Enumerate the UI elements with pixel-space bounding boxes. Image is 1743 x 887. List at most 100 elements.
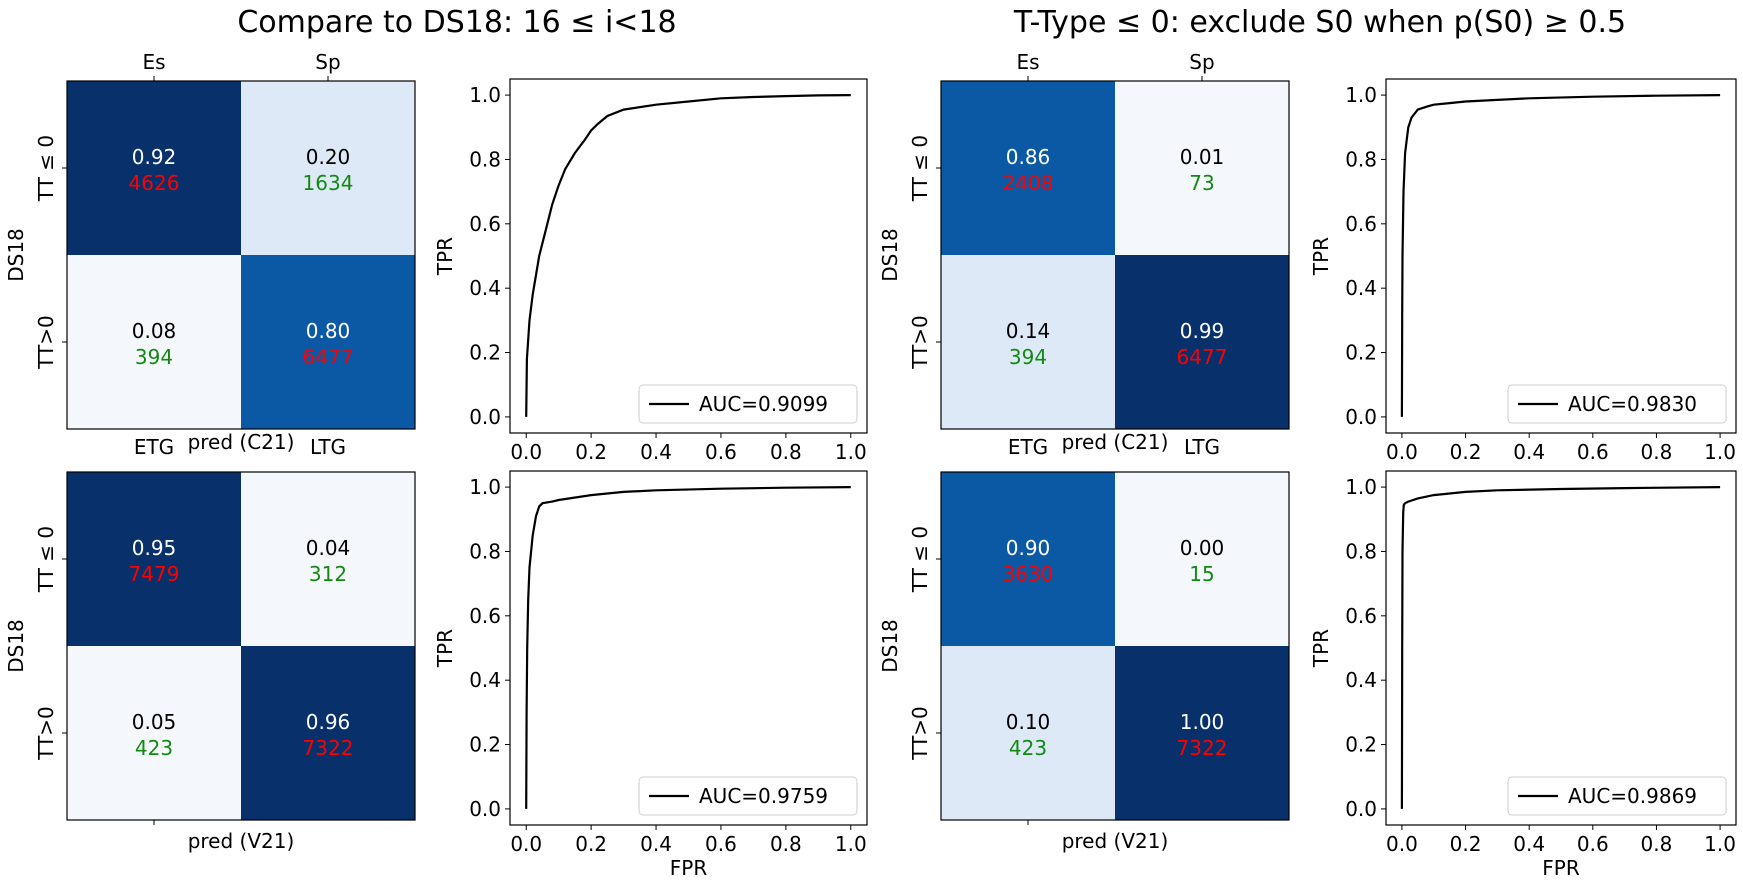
roc-top-left-xtick-label-0: 0.0 — [510, 440, 542, 464]
confusion-bottom-right-cell-0-1-fraction: 0.00 — [1180, 536, 1225, 560]
roc-top-right-ytick-label-4: 0.8 — [1345, 147, 1377, 171]
roc-bottom-left-frame — [509, 470, 868, 826]
roc-top-right-legend-label: AUC=0.9830 — [1568, 392, 1697, 416]
confusion-bottom-right-cell-1-0-count: 423 — [1009, 736, 1047, 760]
confusion-bottom-left-cell-1-0 — [67, 646, 241, 820]
roc-bottom-right-xlabel: FPR — [1542, 856, 1580, 880]
confusion-top-left-cell-1-0-fraction: 0.08 — [132, 319, 177, 343]
roc-bottom-right-frame — [1385, 470, 1737, 826]
roc-top-left-xtick-label-3: 0.6 — [705, 440, 737, 464]
confusion-top-right-cell-1-0-count: 394 — [1009, 345, 1047, 369]
confusion-top-left-cell-1-1 — [241, 255, 415, 429]
confusion-bottom-left-ylabel: DS18 — [4, 619, 28, 673]
roc-bottom-right-xtick-label-4: 0.8 — [1641, 832, 1673, 856]
roc-bottom-left-xtick-label-5: 1.0 — [835, 832, 867, 856]
confusion-top-left-cell-0-1 — [241, 81, 415, 255]
roc-bottom-left-xtick-label-0: 0.0 — [510, 832, 542, 856]
roc-bottom-right-ylabel: TPR — [1309, 629, 1333, 668]
roc-top-left-xtick-label-2: 0.4 — [640, 440, 672, 464]
confusion-bottom-right-cell-1-1-count: 7322 — [1177, 736, 1228, 760]
roc-top-left-ytick-label-1: 0.2 — [469, 341, 501, 365]
roc-top-right-xtick-label-3: 0.6 — [1577, 440, 1609, 464]
confusion-top-right-frame — [940, 80, 1290, 430]
confusion-top-left-cell-0-0 — [67, 81, 241, 255]
roc-top-right-xtick-label-2: 0.4 — [1513, 440, 1545, 464]
confusion-bottom-left-cell-1-1-fraction: 0.96 — [306, 710, 351, 734]
roc-top-left-xtick-label-5: 1.0 — [835, 440, 867, 464]
confusion-bottom-left-cell-0-0-fraction: 0.95 — [132, 536, 177, 560]
confusion-top-left-cell-1-0-count: 394 — [135, 345, 173, 369]
confusion-top-right-row-label-0: TT ≤ 0 — [908, 135, 932, 202]
roc-bottom-right-xtick-label-2: 0.4 — [1513, 832, 1545, 856]
roc-bottom-right-curve — [1400, 486, 1721, 809]
confusion-bottom-left-cell-0-0 — [67, 472, 241, 646]
roc-top-left-ytick-label-2: 0.4 — [469, 276, 501, 300]
confusion-bottom-right-frame — [940, 471, 1290, 821]
roc-bottom-right-ytick-label-0: 0.0 — [1345, 797, 1377, 821]
confusion-bottom-right-row-label-0: TT ≤ 0 — [908, 526, 932, 593]
roc-bottom-left-xtick-label-1: 0.2 — [575, 832, 607, 856]
roc-top-left-legend-label: AUC=0.9099 — [699, 392, 828, 416]
roc-bottom-right-xtick-label-5: 1.0 — [1704, 832, 1736, 856]
roc-bottom-right-legend-label: AUC=0.9869 — [1568, 784, 1697, 808]
roc-top-right-legend-box — [1507, 384, 1727, 424]
roc-top-right-ytick-label-1: 0.2 — [1345, 341, 1377, 365]
confusion-bottom-left-cell-1-0-fraction: 0.05 — [132, 710, 177, 734]
confusion-bottom-right-cell-1-1-fraction: 1.00 — [1180, 710, 1225, 734]
confusion-bottom-right-cell-0-0-count: 3630 — [1003, 562, 1054, 586]
confusion-top-right-cell-1-1-count: 6477 — [1177, 345, 1228, 369]
confusion-bottom-right-cell-0-1 — [1115, 472, 1289, 646]
confusion-top-left-cell-1-1-fraction: 0.80 — [306, 319, 351, 343]
confusion-top-right-cell-0-0-fraction: 0.86 — [1006, 145, 1051, 169]
confusion-top-right-row-label-1: TT>0 — [908, 315, 932, 370]
confusion-bottom-right-cell-1-0 — [941, 646, 1115, 820]
roc-top-right-ytick-label-5: 1.0 — [1345, 83, 1377, 107]
confusion-top-right-cell-0-1 — [1115, 81, 1289, 255]
roc-bottom-right-legend-box — [1507, 776, 1727, 816]
confusion-top-left-ylabel: DS18 — [4, 228, 28, 282]
confusion-bottom-left-row-label-1: TT>0 — [34, 706, 58, 761]
roc-top-right-xtick-label-4: 0.8 — [1641, 440, 1673, 464]
confusion-top-right-xlabel: pred (C21) — [1062, 430, 1169, 454]
confusion-bottom-right-cell-0-0 — [941, 472, 1115, 646]
roc-top-right-ytick-label-0: 0.0 — [1345, 405, 1377, 429]
confusion-top-left-xlabel: pred (C21) — [188, 430, 295, 454]
confusion-top-right-cell-1-1 — [1115, 255, 1289, 429]
confusion-top-right-cell-1-0-fraction: 0.14 — [1006, 319, 1051, 343]
roc-bottom-right-ytick-label-4: 0.8 — [1345, 539, 1377, 563]
roc-bottom-left-xtick-label-4: 0.8 — [770, 832, 802, 856]
roc-bottom-right-xtick-label-1: 0.2 — [1450, 832, 1482, 856]
roc-bottom-right-ytick-label-2: 0.4 — [1345, 668, 1377, 692]
confusion-top-left-cell-0-0-count: 4626 — [129, 171, 180, 195]
confusion-top-left-cell-0-1-count: 1634 — [303, 171, 354, 195]
roc-top-right-curve — [1400, 94, 1721, 417]
confusion-top-left-bottom-label-0: ETG — [134, 435, 174, 459]
roc-top-left-ytick-label-0: 0.0 — [469, 405, 501, 429]
roc-top-right-frame — [1385, 78, 1737, 434]
roc-bottom-left-legend-box — [638, 776, 858, 816]
confusion-top-left-cell-0-0-fraction: 0.92 — [132, 145, 177, 169]
confusion-top-left-row-label-0: TT ≤ 0 — [34, 135, 58, 202]
confusion-bottom-left-row-label-0: TT ≤ 0 — [34, 526, 58, 593]
roc-bottom-left-xtick-label-3: 0.6 — [705, 832, 737, 856]
confusion-top-right-cell-1-1-fraction: 0.99 — [1180, 319, 1225, 343]
confusion-bottom-left-cell-0-0-count: 7479 — [129, 562, 180, 586]
confusion-top-right-cell-0-0-count: 2408 — [1003, 171, 1054, 195]
roc-bottom-left-ylabel: TPR — [433, 629, 457, 668]
roc-bottom-left-legend-label: AUC=0.9759 — [699, 784, 828, 808]
roc-bottom-left-ytick-label-1: 0.2 — [469, 733, 501, 757]
confusion-top-right-cell-0-1-fraction: 0.01 — [1180, 145, 1225, 169]
confusion-top-right-ylabel: DS18 — [878, 228, 902, 282]
confusion-top-right-cell-0-0 — [941, 81, 1115, 255]
confusion-bottom-right-ylabel: DS18 — [878, 619, 902, 673]
roc-bottom-right-xtick-label-0: 0.0 — [1386, 832, 1418, 856]
confusion-top-right-bottom-label-0: ETG — [1008, 435, 1048, 459]
confusion-top-right-cell-1-0 — [941, 255, 1115, 429]
roc-top-left-ylabel: TPR — [433, 237, 457, 276]
roc-bottom-right-ytick-label-5: 1.0 — [1345, 475, 1377, 499]
confusion-bottom-left-xlabel: pred (V21) — [188, 829, 295, 853]
confusion-bottom-left-cell-0-1 — [241, 472, 415, 646]
confusion-top-right-cell-0-1-count: 73 — [1189, 171, 1214, 195]
confusion-top-right-bottom-label-1: LTG — [1184, 435, 1220, 459]
confusion-bottom-right-cell-0-0-fraction: 0.90 — [1006, 536, 1051, 560]
